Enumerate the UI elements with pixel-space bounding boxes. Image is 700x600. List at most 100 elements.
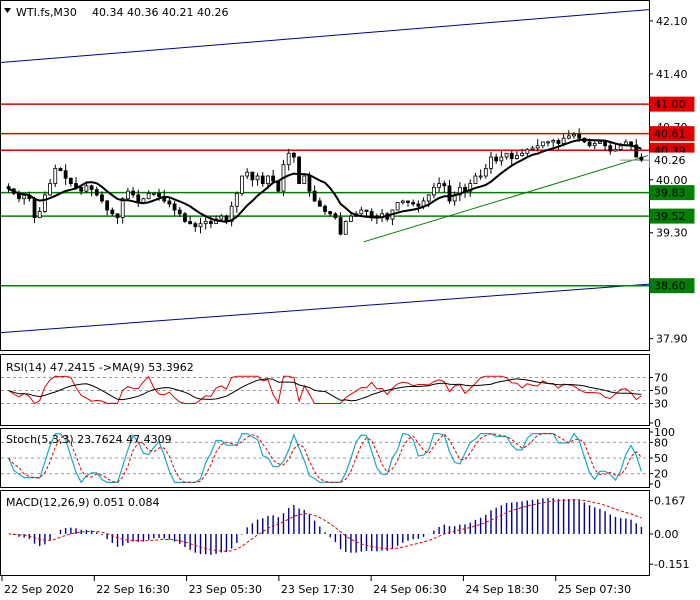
levels-layer	[1, 103, 649, 287]
candle	[146, 190, 151, 200]
time-axis: 22 Sep 2020 22 Sep 16:30 23 Sep 05:30 23 Se…	[1, 576, 631, 596]
candle	[364, 209, 369, 217]
candle	[43, 191, 47, 214]
candle	[302, 175, 307, 184]
level-tag-text: 38.60	[654, 280, 686, 293]
candle	[566, 130, 571, 140]
candle	[291, 151, 296, 163]
candle	[452, 191, 457, 206]
level-tag-39.52	[649, 208, 695, 224]
price-tick-label: 41.40	[656, 68, 688, 81]
candle	[473, 173, 478, 185]
candle	[234, 191, 239, 213]
macd-axis: 0.167 0.00 -0.151	[649, 495, 689, 571]
candle	[100, 191, 104, 204]
candle	[323, 204, 327, 215]
candle	[442, 180, 447, 193]
candles-layer	[6, 128, 644, 236]
candle	[380, 208, 384, 222]
axis-tick-label: 70	[654, 372, 668, 385]
candle	[32, 196, 37, 223]
time-tick-label: 24 Sep 06:30	[373, 583, 446, 596]
candle	[592, 140, 597, 150]
candle	[390, 209, 395, 226]
candle	[53, 164, 58, 187]
channel-upper-line	[0, 9, 650, 64]
candle	[359, 206, 364, 217]
channel-lower-line	[0, 283, 650, 334]
candle	[188, 216, 193, 225]
candle	[535, 139, 540, 152]
candle	[183, 212, 187, 224]
main-panel-frame	[0, 0, 650, 351]
candle	[312, 185, 317, 202]
candle	[457, 181, 462, 202]
candle	[240, 175, 244, 196]
symbol-label: WTI.fs,M30	[16, 6, 77, 19]
level-tag-text: 41.00	[654, 98, 686, 111]
candle	[483, 163, 488, 179]
candle	[395, 201, 400, 211]
candle	[94, 186, 99, 197]
macd-title: MACD(12,26,9) 0.051 0.084	[6, 496, 160, 509]
candle	[22, 195, 27, 205]
candle	[198, 217, 203, 234]
price-tick-label: 37.90	[656, 333, 688, 346]
current-price-text: 40.26	[654, 154, 686, 167]
candle	[447, 179, 452, 204]
candle	[172, 201, 177, 216]
candle	[520, 148, 525, 157]
candle	[374, 213, 379, 224]
axis-tick-label: 80	[654, 436, 668, 449]
rsi-line	[8, 375, 642, 405]
level-tag-38.60	[649, 278, 695, 294]
macd-panel-frame	[0, 490, 650, 576]
candle	[416, 200, 421, 213]
candle	[515, 151, 519, 160]
candle	[68, 177, 73, 187]
stoch-d-line	[8, 433, 642, 483]
candle	[369, 208, 374, 222]
time-tick-label: 24 Sep 18:30	[465, 583, 538, 596]
rsi-ma-line	[8, 378, 642, 402]
candle	[203, 215, 208, 230]
level-tag-text: 39.83	[654, 187, 686, 200]
stoch-title: Stoch(5,3,3) 23.7624 47.4309	[6, 433, 172, 446]
triangle-down-icon[interactable]	[4, 8, 11, 13]
candle	[317, 197, 322, 207]
candle	[125, 187, 130, 201]
candle	[167, 197, 172, 208]
rsi-layer	[1, 375, 649, 405]
axis-tick-label: 20	[654, 468, 668, 481]
candle	[193, 221, 198, 232]
candle	[245, 168, 250, 180]
candle	[504, 152, 509, 160]
candle	[58, 167, 63, 172]
axis-tick-label: 30	[654, 398, 668, 411]
candle	[634, 139, 639, 158]
macd-layer	[8, 498, 643, 555]
time-tick-label: 23 Sep 17:30	[281, 583, 354, 596]
candle	[338, 212, 343, 236]
candle	[406, 200, 410, 207]
candle	[260, 171, 265, 187]
candle	[499, 151, 504, 166]
axis-tick-label: 100	[654, 426, 675, 439]
candle	[572, 132, 576, 139]
current-price-tag	[649, 152, 695, 168]
candle	[546, 140, 550, 147]
macd-signal-line	[8, 499, 642, 552]
axis-tick-label: 0.167	[654, 495, 686, 508]
axis-tick-label: 50	[654, 385, 668, 398]
candle	[540, 141, 545, 149]
axis-tick-label: 50	[654, 452, 668, 465]
candle	[250, 171, 255, 187]
rsi-title: RSI(14) 47.2415 ->MA(9) 53.3962	[6, 361, 194, 374]
channel-layer	[0, 9, 650, 334]
candle	[115, 213, 120, 224]
